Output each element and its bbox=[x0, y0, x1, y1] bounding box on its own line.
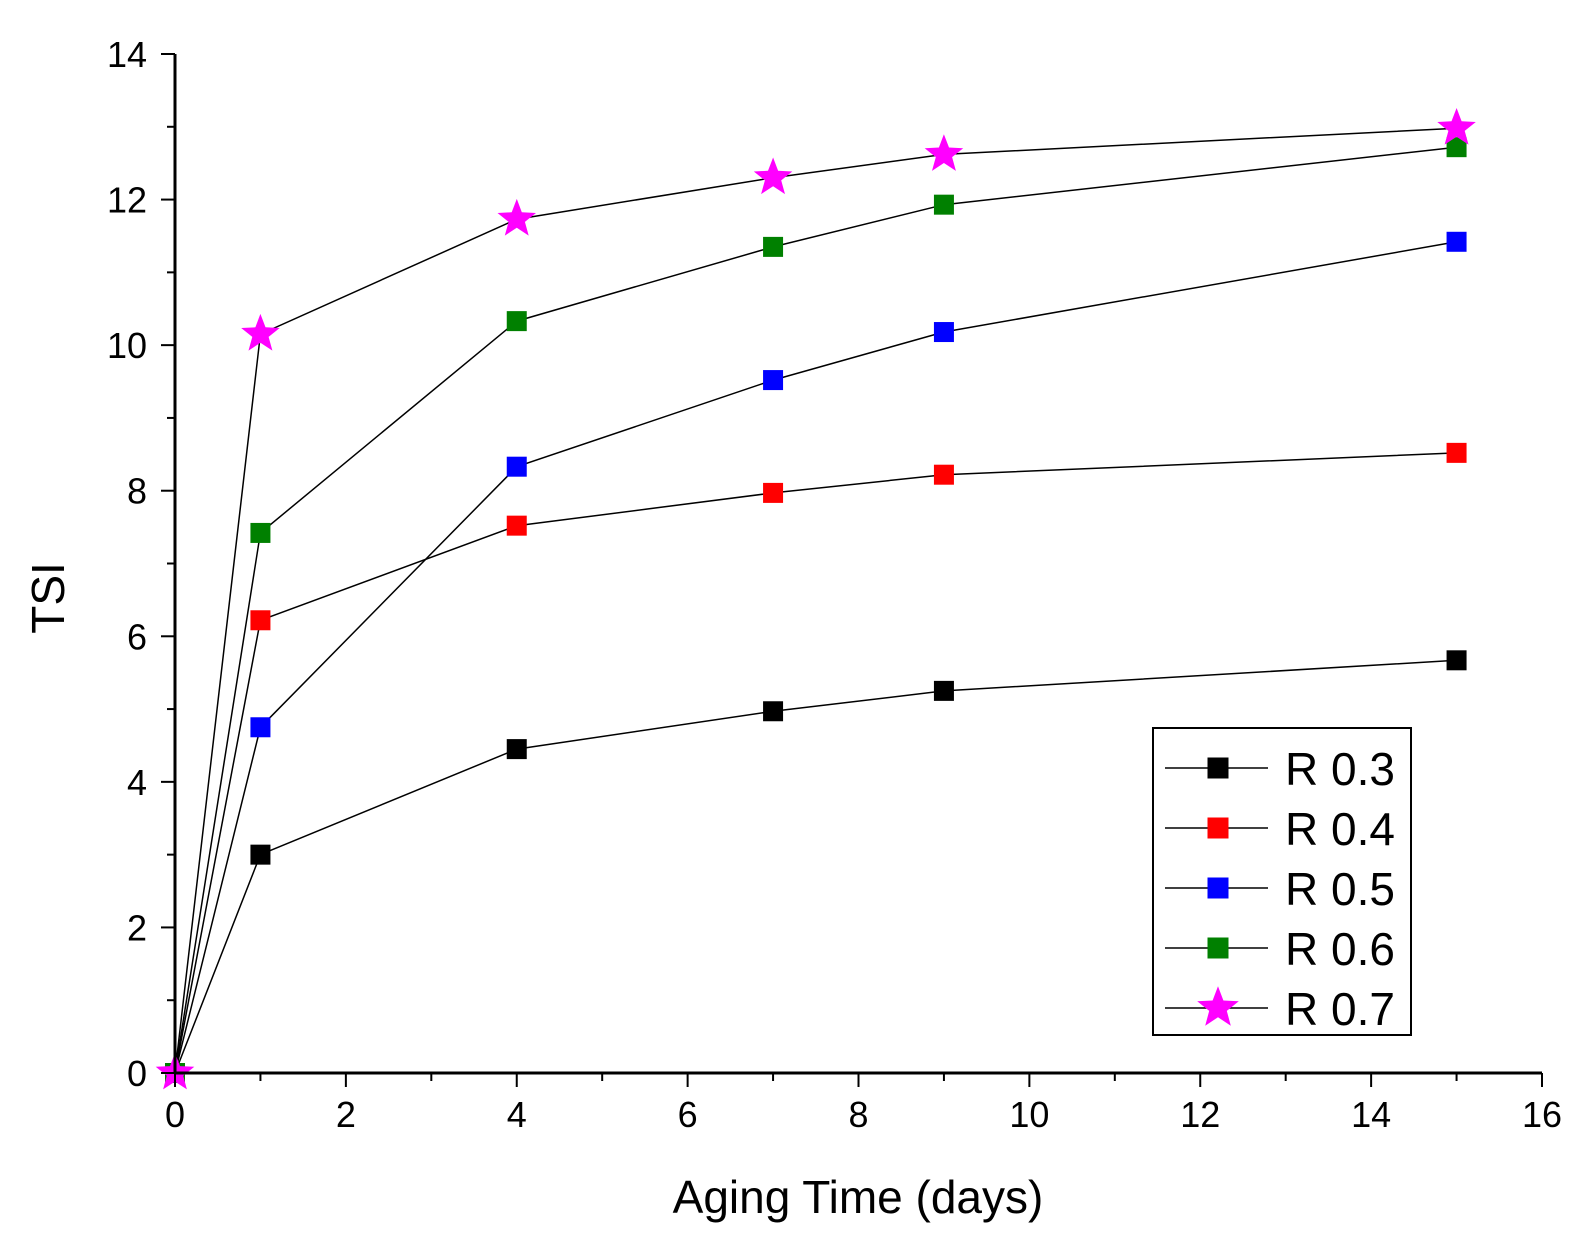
x-axis-title: Aging Time (days) bbox=[673, 1171, 1044, 1223]
series-line bbox=[174, 146, 1457, 1074]
x-tick-label: 4 bbox=[507, 1094, 527, 1135]
data-point bbox=[250, 844, 271, 865]
legend-label: R 0.4 bbox=[1285, 803, 1395, 855]
data-point bbox=[250, 610, 271, 631]
y-tick-label: 4 bbox=[127, 762, 147, 803]
x-tick-label: 10 bbox=[1009, 1094, 1049, 1135]
data-point bbox=[1446, 137, 1467, 158]
x-tick-label: 6 bbox=[678, 1094, 698, 1135]
series-line bbox=[174, 659, 1457, 1074]
data-point bbox=[933, 680, 954, 701]
x-tick-label: 2 bbox=[336, 1094, 356, 1135]
data-point bbox=[933, 194, 954, 215]
data-point bbox=[763, 236, 784, 257]
data-point bbox=[1446, 442, 1467, 463]
data-point bbox=[1446, 650, 1467, 671]
data-point bbox=[924, 134, 964, 171]
legend-label: R 0.5 bbox=[1285, 863, 1395, 915]
data-point bbox=[1446, 231, 1467, 252]
ticks: 0 2 4 6 8 10 12 14 16 0 2 4 6 8 10 12 14 bbox=[107, 34, 1562, 1135]
y-tick-label: 8 bbox=[127, 471, 147, 512]
series-line bbox=[174, 241, 1457, 1074]
x-tick-label: 0 bbox=[165, 1094, 185, 1135]
data-point bbox=[241, 313, 280, 351]
legend: R 0.3 R 0.4 R 0.5 R 0.6 R 0.7 bbox=[1152, 727, 1412, 1036]
data-point bbox=[506, 311, 527, 332]
series-line bbox=[174, 127, 1457, 1074]
data-point bbox=[753, 157, 793, 195]
x-tick-label: 16 bbox=[1522, 1094, 1562, 1135]
legend-marker bbox=[1207, 937, 1229, 959]
data-point bbox=[763, 701, 784, 722]
data-point bbox=[933, 464, 954, 485]
y-tick-label: 12 bbox=[107, 180, 147, 221]
data-point bbox=[763, 370, 784, 391]
data-point bbox=[506, 739, 527, 760]
legend-marker bbox=[1207, 877, 1229, 899]
x-tick-label: 12 bbox=[1180, 1094, 1220, 1135]
legend-marker bbox=[1207, 757, 1229, 779]
y-tick-label: 14 bbox=[107, 34, 147, 75]
y-axis-title: TSI bbox=[22, 562, 74, 634]
x-tick-label: 14 bbox=[1351, 1094, 1391, 1135]
data-point bbox=[497, 198, 536, 236]
y-tick-label: 6 bbox=[127, 616, 147, 657]
x-tick-label: 8 bbox=[848, 1094, 868, 1135]
data-point bbox=[933, 322, 954, 343]
legend-label: R 0.7 bbox=[1285, 983, 1395, 1035]
data-point bbox=[763, 482, 784, 503]
legend-box bbox=[1152, 727, 1412, 1036]
legend-marker bbox=[1197, 986, 1239, 1026]
y-tick-label: 0 bbox=[127, 1053, 147, 1094]
y-tick-label: 10 bbox=[107, 325, 147, 366]
data-point bbox=[250, 522, 271, 543]
data-point bbox=[506, 515, 527, 536]
legend-label: R 0.6 bbox=[1285, 923, 1395, 975]
data-point bbox=[250, 717, 271, 738]
legend-label: R 0.3 bbox=[1285, 743, 1395, 795]
data-point bbox=[506, 456, 527, 477]
series-line bbox=[174, 452, 1457, 1074]
legend-marker bbox=[1207, 817, 1229, 839]
y-tick-label: 2 bbox=[127, 907, 147, 948]
data-point bbox=[1437, 108, 1476, 145]
